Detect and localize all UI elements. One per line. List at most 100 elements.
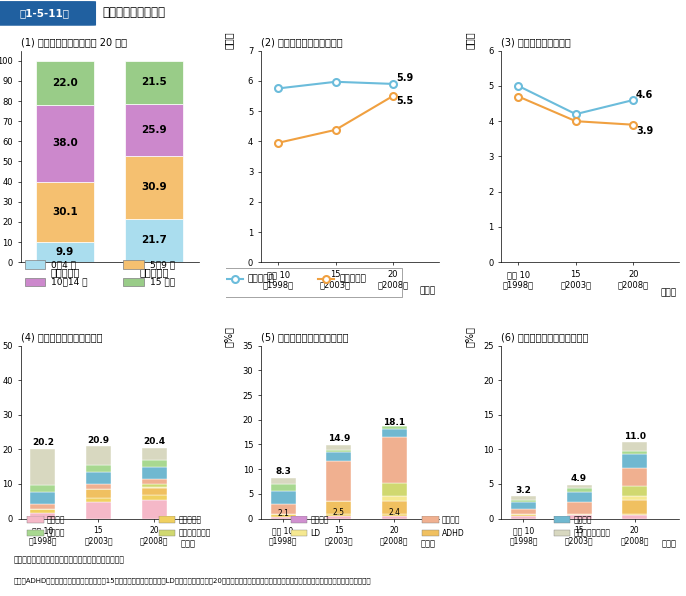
Text: 4.6: 4.6 [636, 90, 653, 100]
Bar [567, 492, 591, 502]
Bar [567, 502, 591, 514]
Text: 知的障害: 知的障害 [573, 515, 592, 524]
Text: (6) 心身の状況（里親委託児）: (6) 心身の状況（里親委託児） [501, 332, 589, 342]
Bar [123, 278, 144, 287]
Bar [567, 515, 591, 519]
Bar [86, 502, 111, 519]
Bar [141, 448, 167, 460]
Bar [86, 446, 111, 465]
Y-axis label: （%）: （%） [224, 327, 234, 347]
Y-axis label: （歳）: （歳） [224, 31, 234, 49]
Text: (2) 委託・入所時の平均年齢: (2) 委託・入所時の平均年齢 [261, 37, 342, 47]
Text: （年）: （年） [421, 539, 436, 548]
Bar [382, 514, 407, 516]
Bar [567, 514, 591, 515]
Text: 9.9: 9.9 [56, 247, 74, 257]
Bar [86, 489, 111, 498]
Text: （年）: （年） [660, 288, 676, 297]
Bar [86, 498, 111, 502]
Bar [291, 516, 307, 523]
Y-axis label: （%）: （%） [464, 327, 475, 347]
Bar [382, 436, 407, 483]
Bar [622, 468, 647, 486]
Bar [141, 479, 167, 484]
Text: 18.1: 18.1 [383, 418, 405, 427]
Text: 広汎性発達障害: 広汎性発達障害 [178, 529, 211, 538]
Bar [36, 61, 94, 105]
Text: （注）ADHD（注意欠陥多動性障害）は平成15年より、広汎性発達障害とLD（学習障害）は平成20年より調査。それまでは「その他の心身障害」に含まれていた可能性が: （注）ADHD（注意欠陥多動性障害）は平成15年より、広汎性発達障害とLD（学習… [14, 577, 371, 584]
Bar [327, 516, 351, 519]
Bar [141, 460, 167, 467]
Bar [126, 156, 182, 219]
Bar [126, 104, 182, 156]
Bar [622, 454, 647, 468]
Text: 21.5: 21.5 [141, 77, 167, 88]
Text: 21.7: 21.7 [141, 235, 167, 246]
Bar [511, 516, 536, 519]
Bar [270, 477, 296, 484]
Bar [36, 105, 94, 182]
Bar [622, 451, 647, 454]
Bar [126, 219, 182, 262]
Text: (4) 心身の状況（乳児院児）: (4) 心身の状況（乳児院児） [21, 332, 102, 342]
Text: 第1-5-11図: 第1-5-11図 [20, 8, 69, 18]
Text: (5) 心身の状況（養護施設児）: (5) 心身の状況（養護施設児） [261, 332, 348, 342]
Bar [141, 489, 167, 495]
Bar [123, 260, 144, 269]
Bar [270, 504, 296, 514]
Bar [511, 502, 536, 509]
Text: 2.5: 2.5 [333, 508, 345, 517]
Bar [30, 504, 56, 509]
Bar [423, 516, 439, 523]
Bar [567, 485, 591, 488]
Text: 8.3: 8.3 [275, 467, 291, 476]
Text: てんかん: てんかん [47, 529, 65, 538]
Bar [327, 461, 351, 501]
Text: 5.5: 5.5 [396, 95, 413, 105]
Text: (3) 平均委託・入所期間: (3) 平均委託・入所期間 [501, 37, 571, 47]
Text: 身体虚弱: 身体虚弱 [47, 515, 65, 524]
Text: 11.0: 11.0 [624, 432, 646, 441]
Text: （出典）厚生労働省「児童養護施設入所児童等調査」: （出典）厚生労働省「児童養護施設入所児童等調査」 [14, 555, 125, 565]
Text: （年）: （年） [661, 539, 676, 548]
Bar [30, 449, 56, 485]
Text: ADHD: ADHD [442, 529, 465, 538]
Bar [25, 278, 45, 287]
Bar [622, 486, 647, 496]
Bar [622, 500, 647, 514]
Bar [141, 467, 167, 479]
Text: 10～14 歳: 10～14 歳 [51, 278, 88, 287]
Bar [27, 516, 44, 523]
Bar [270, 517, 296, 519]
Bar [30, 509, 56, 513]
Text: 言語障害: 言語障害 [442, 515, 460, 524]
Text: 2.4: 2.4 [388, 508, 401, 517]
Bar [382, 426, 407, 429]
Bar [423, 530, 439, 536]
Bar [159, 516, 176, 523]
Y-axis label: （年）: （年） [464, 31, 475, 49]
Bar [382, 501, 407, 514]
Text: 3.9: 3.9 [636, 126, 653, 135]
Bar [554, 530, 571, 536]
Text: 20.2: 20.2 [32, 438, 54, 447]
Text: 15 歳～: 15 歳～ [150, 278, 176, 287]
Bar [270, 491, 296, 504]
Text: 22.0: 22.0 [52, 78, 78, 88]
Bar [567, 488, 591, 492]
Bar [36, 182, 94, 243]
Bar [30, 492, 56, 504]
Bar [86, 472, 111, 484]
Text: 里親委託児: 里親委託児 [339, 274, 366, 283]
Bar [327, 452, 351, 461]
Bar [141, 484, 167, 487]
Text: LD: LD [310, 529, 320, 538]
Bar [270, 514, 296, 517]
Bar [25, 260, 45, 269]
Bar [554, 516, 571, 523]
Text: (1) 年齢別構成割合（平成 20 年）: (1) 年齢別構成割合（平成 20 年） [21, 37, 127, 47]
Bar [270, 484, 296, 491]
Bar [159, 530, 176, 536]
Text: （年）: （年） [181, 539, 196, 548]
Bar [622, 515, 647, 519]
